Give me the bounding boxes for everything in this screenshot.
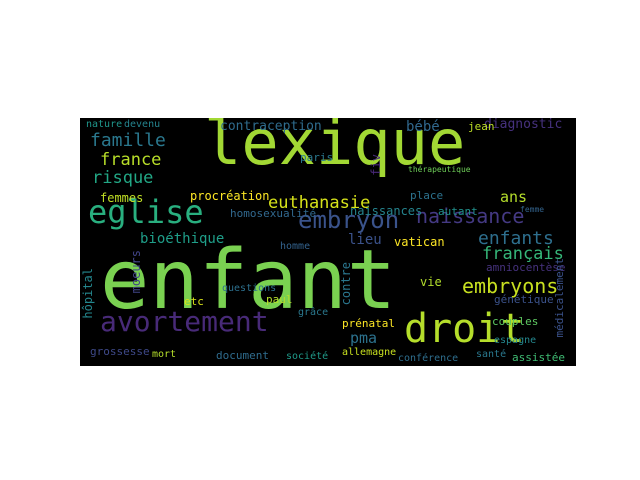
word-france: france: [100, 150, 162, 170]
word-nature: nature: [86, 119, 123, 130]
word-santé: santé: [476, 349, 507, 360]
word-médicalement: médicalement: [553, 258, 566, 338]
word-bioéthique: bioéthique: [140, 231, 225, 247]
word-cloud: lexique enfant eglise droit avortement embryo…: [80, 118, 576, 366]
word-naissances: naissances: [350, 204, 423, 218]
word-mort: mort: [152, 349, 177, 360]
word-autant: autant: [438, 205, 478, 218]
word-moeurs: moeurs: [129, 250, 143, 294]
word-espagne: espagne: [494, 335, 537, 346]
word-conférence: conférence: [398, 353, 459, 364]
word-français: français: [482, 244, 564, 264]
word-hôpital: hôpital: [81, 268, 95, 319]
word-etc: etc: [184, 295, 204, 308]
word-vatican: vatican: [394, 235, 445, 249]
word-paris: paris: [300, 151, 334, 164]
word-assistée: assistée: [512, 351, 565, 364]
word-jean: jean: [468, 120, 495, 133]
word-fiv: fiv: [369, 154, 383, 176]
word-contre: contre: [339, 262, 353, 306]
word-homme: homme: [280, 241, 311, 252]
word-droit: droit: [404, 306, 525, 352]
word-paul: paul: [266, 293, 293, 306]
word-devenu: devenu: [124, 119, 161, 130]
word-embryon: embryon: [298, 206, 400, 234]
word-avortement: avortement: [100, 305, 269, 338]
word-femmes: femmes: [100, 191, 144, 205]
word-risque: risque: [92, 168, 154, 188]
word-pma: pma: [350, 329, 378, 347]
word-thérapeutique: thérapeutique: [408, 165, 471, 174]
word-enfants: enfants: [478, 228, 554, 249]
word-bébé: bébé: [406, 119, 440, 135]
word-document: document: [216, 349, 269, 362]
word-place: place: [410, 189, 444, 202]
word-eglise: eglise: [88, 193, 204, 231]
word-homosexualité: homosexualité: [230, 207, 317, 220]
word-naissance: naissance: [416, 204, 525, 228]
word-couples: couples: [492, 315, 539, 328]
word-questions: questions: [222, 283, 277, 294]
word-société: société: [286, 351, 329, 362]
word-génétique: génétique: [494, 293, 554, 306]
word-lieu: lieu: [348, 232, 382, 248]
word-contraception: contraception: [220, 119, 322, 134]
word-grâce: grâce: [298, 307, 329, 318]
word-euthanasie: euthanasie: [268, 193, 371, 213]
word-enfant: enfant: [100, 233, 397, 328]
word-grossesse: grossesse: [90, 345, 150, 358]
word-amniocentèse: amniocentèse: [486, 261, 566, 274]
word-embryons: embryons: [462, 274, 559, 298]
word-prénatal: prénatal: [342, 317, 395, 330]
word-ans: ans: [500, 188, 528, 206]
word-lexique: lexique: [204, 118, 466, 179]
word-allemagne: allemagne: [342, 347, 397, 358]
word-procréation: procréation: [190, 189, 270, 203]
word-diagnostic: diagnostic: [484, 118, 563, 132]
word-famille: famille: [90, 130, 166, 151]
word-femme: femme: [520, 205, 545, 214]
word-vie: vie: [420, 275, 442, 289]
